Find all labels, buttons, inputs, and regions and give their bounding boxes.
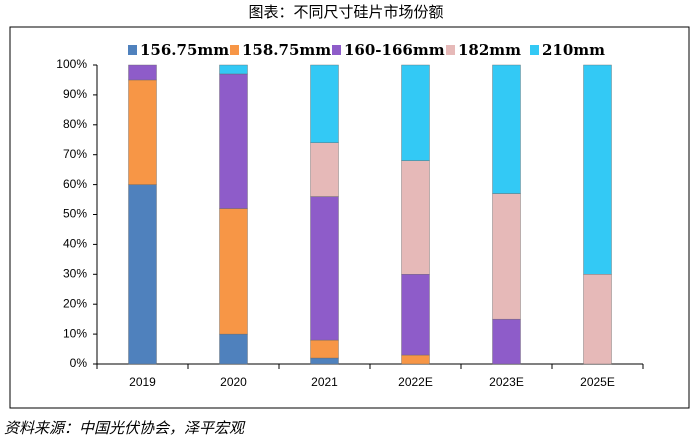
x-tick-label: 2025E (580, 375, 615, 389)
bar-segment (310, 339, 339, 359)
bar-segment (310, 357, 339, 365)
y-tick-label: 10% (63, 326, 87, 340)
y-tick-label: 40% (63, 237, 87, 251)
x-tick-label: 2021 (311, 375, 338, 389)
y-tick-label: 20% (63, 296, 87, 310)
bar-segment (219, 208, 248, 335)
bar-segment (310, 142, 339, 197)
bar-segment (492, 193, 521, 320)
chart-title: 图表：不同尺寸硅片市场份额 (248, 3, 443, 21)
bar-segment (583, 64, 612, 275)
legend-label: 210mm (542, 41, 605, 59)
y-tick-label: 100% (56, 57, 87, 71)
bar-segment (401, 354, 430, 365)
legend-label: 158.75mm (242, 41, 331, 59)
bar-segment (401, 274, 430, 356)
bar-segment (310, 196, 339, 341)
y-tick-label: 0% (70, 356, 88, 370)
y-tick-label: 80% (63, 117, 87, 131)
bar-segment (219, 64, 248, 75)
bar-segment (583, 274, 612, 365)
x-tick-label: 2022E (398, 375, 433, 389)
legend-swatch (446, 45, 455, 55)
bar-segment (492, 318, 521, 365)
bar-segment (128, 184, 157, 365)
bar-segment (401, 64, 430, 161)
legend-label: 156.75mm (140, 41, 229, 59)
bar-segment (492, 64, 521, 194)
bar-segment (219, 73, 248, 209)
legend-label: 182mm (458, 41, 521, 59)
legend-label: 160-166mm (344, 41, 445, 59)
legend-swatch (128, 45, 137, 55)
legend-swatch (332, 45, 341, 55)
x-tick-label: 2020 (220, 375, 247, 389)
y-tick-label: 90% (63, 87, 87, 101)
y-tick-label: 30% (63, 266, 87, 280)
bar-segment (219, 333, 248, 365)
x-tick-label: 2019 (129, 375, 156, 389)
y-tick-label: 70% (63, 147, 87, 161)
legend-swatch (530, 45, 539, 55)
y-tick-label: 50% (63, 207, 87, 221)
y-tick-label: 60% (63, 177, 87, 191)
bar-segment (128, 64, 157, 81)
bar-segment (310, 64, 339, 143)
bar-segment (128, 79, 157, 185)
bar-segment (401, 160, 430, 275)
source-note: 资料来源：中国光伏协会，泽平宏观 (4, 419, 246, 437)
x-tick-label: 2023E (489, 375, 524, 389)
legend-swatch (230, 45, 239, 55)
frame (9, 26, 690, 409)
